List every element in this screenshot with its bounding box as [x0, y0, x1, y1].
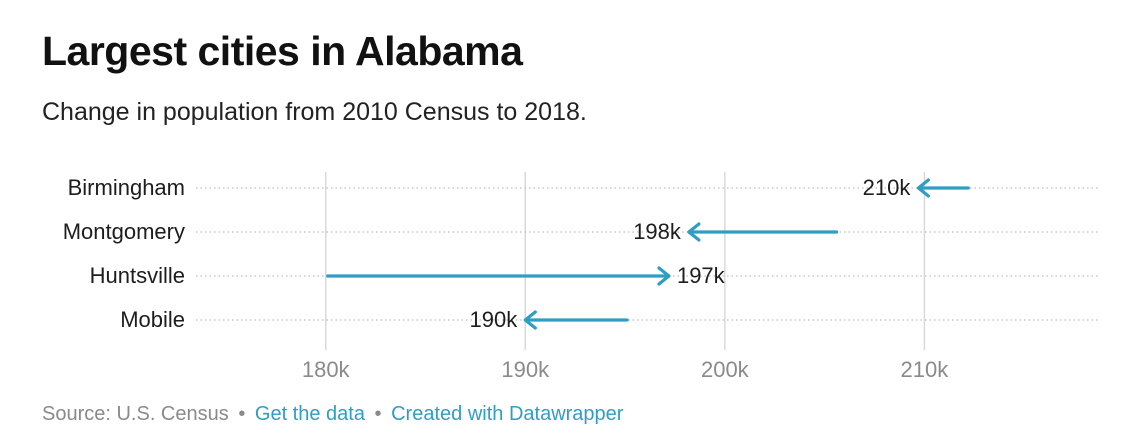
- get-data-link[interactable]: Get the data: [254, 403, 365, 425]
- value-label: 190k: [470, 307, 519, 332]
- x-tick-label: 180k: [302, 357, 351, 382]
- x-tick-label: 190k: [501, 357, 550, 382]
- chart-subtitle: Change in population from 2010 Census to…: [42, 98, 587, 126]
- x-tick-label: 200k: [701, 357, 750, 382]
- value-label: 198k: [633, 219, 682, 244]
- footer-separator: •: [374, 403, 382, 425]
- arrow-head: [523, 310, 537, 330]
- arrow-head: [657, 266, 671, 286]
- category-label: Montgomery: [63, 219, 185, 244]
- value-label: 210k: [863, 175, 912, 200]
- arrow-head: [916, 178, 931, 198]
- chart-title: Largest cities in Alabama: [42, 28, 523, 74]
- footer-separator: •: [238, 403, 246, 425]
- source-note: Source: U.S. Census: [42, 403, 229, 425]
- datawrapper-link[interactable]: Created with Datawrapper: [391, 403, 624, 425]
- arrow-head: [687, 222, 701, 242]
- category-label: Huntsville: [90, 263, 185, 288]
- value-label: 197k: [677, 263, 726, 288]
- arrow-chart: 180k 190k 200k 210k Birmingham 210k Montgomery…: [63, 172, 1100, 382]
- footer: Source: U.S. Census • Get the data • Cre…: [42, 403, 623, 426]
- x-tick-label: 210k: [901, 357, 950, 382]
- category-label: Mobile: [120, 307, 185, 332]
- category-label: Birmingham: [68, 175, 185, 200]
